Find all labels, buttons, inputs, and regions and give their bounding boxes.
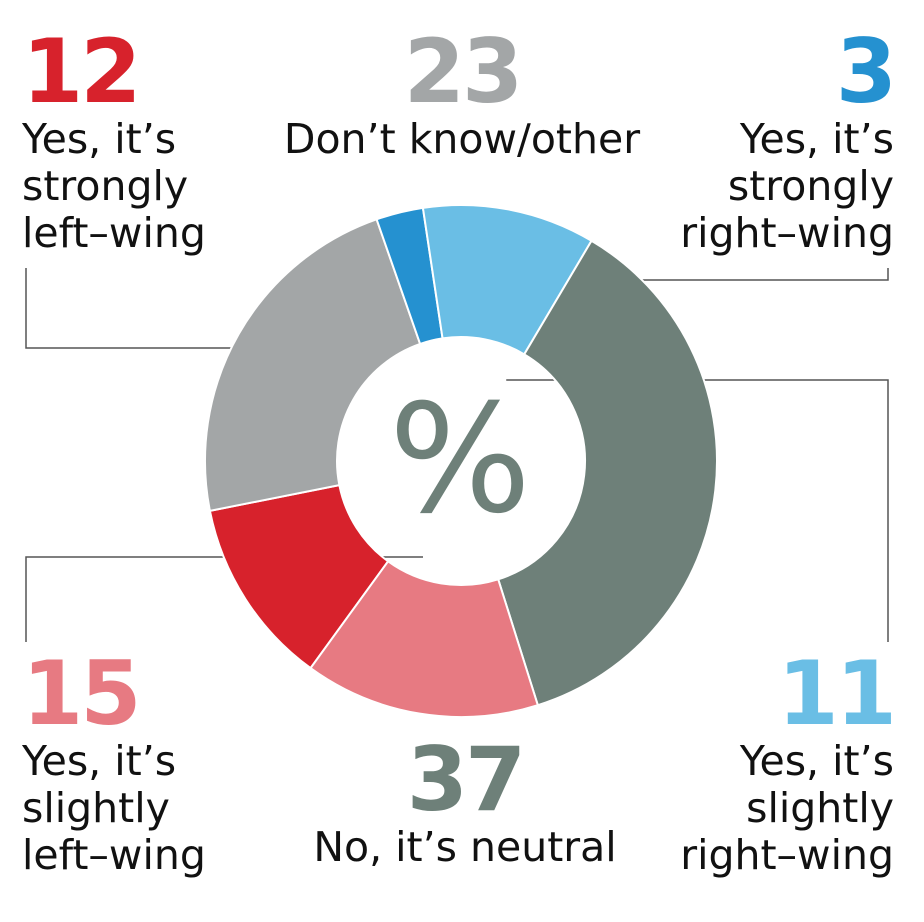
value-slightly-left: 15	[22, 642, 141, 745]
leader-strongly-left	[25, 268, 263, 349]
text-strongly-right: Yes, it’s strongly right–wing	[680, 115, 894, 257]
value-neutral: 37	[406, 728, 526, 831]
label-dont-know: 23 Don’t know/other	[262, 28, 662, 163]
label-strongly-right: 3 Yes, it’s strongly right–wing	[680, 20, 897, 257]
slice-slightly-left	[309, 559, 540, 718]
text-slightly-right: Yes, it’s slightly right–wing	[680, 737, 894, 879]
text-neutral: No, it’s neutral	[313, 823, 617, 871]
value-strongly-right: 3	[835, 20, 897, 123]
label-strongly-left: 12 Yes, it’s strongly left–wing	[22, 28, 206, 257]
label-neutral: 37 No, it’s neutral	[300, 736, 630, 871]
value-strongly-left: 12	[22, 20, 141, 123]
label-slightly-left: 15 Yes, it’s slightly left–wing	[22, 650, 206, 879]
text-slightly-left: Yes, it’s slightly left–wing	[22, 737, 206, 879]
label-slightly-right: 11 Yes, it’s slightly right–wing	[680, 642, 897, 879]
slice-dont-know	[204, 218, 422, 513]
percent-center-label: %	[388, 373, 532, 547]
value-slightly-right: 11	[777, 642, 897, 745]
donut-slices	[204, 204, 718, 718]
value-dont-know: 23	[403, 20, 523, 123]
text-dont-know: Don’t know/other	[283, 115, 641, 163]
text-strongly-left: Yes, it’s strongly left–wing	[22, 115, 206, 257]
slice-neutral	[496, 239, 718, 707]
